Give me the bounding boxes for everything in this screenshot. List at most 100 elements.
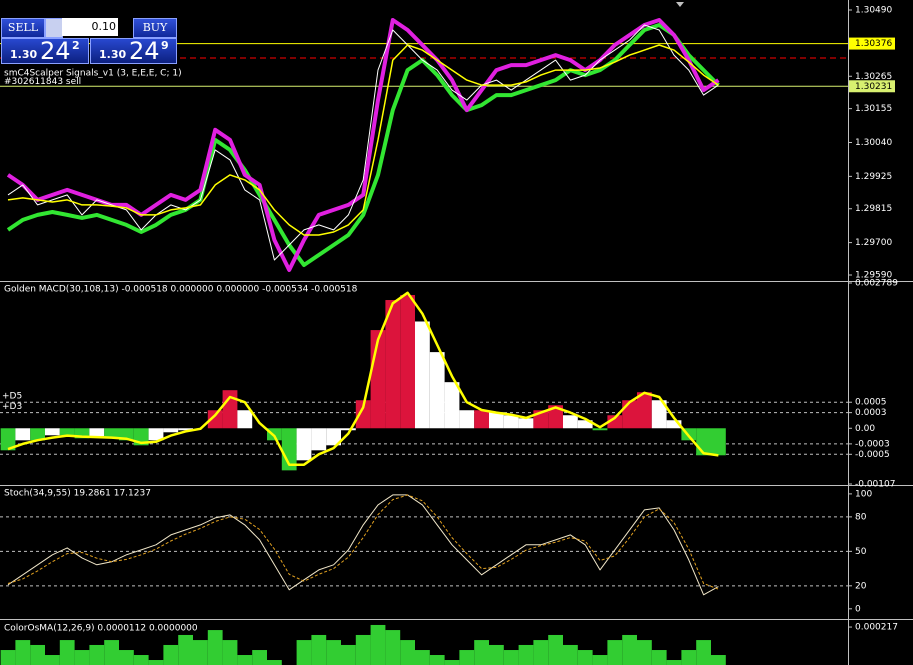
histogram-bar — [74, 650, 90, 665]
price-label: 1.30231 — [855, 82, 892, 92]
bid-big: 1.30 — [10, 48, 38, 61]
histogram-bar — [651, 400, 667, 429]
histogram-bar — [711, 655, 726, 665]
y-tick-label: 1.29590 — [855, 270, 892, 280]
level-label: +D5 — [2, 392, 22, 402]
histogram-bar — [607, 415, 623, 429]
histogram-bar — [548, 405, 563, 429]
histogram-bar — [89, 644, 105, 665]
histogram-bar — [311, 634, 327, 665]
bid-pips: 24 — [40, 37, 71, 65]
histogram-bar — [681, 650, 697, 665]
histogram-bar — [459, 410, 475, 429]
price-label-box — [849, 37, 895, 50]
y-tick-label: 1.29925 — [855, 172, 892, 182]
y-tick-label: 50 — [855, 547, 867, 557]
histogram-bar — [622, 634, 637, 665]
y-tick-label: 0.000217 — [855, 623, 898, 633]
level-label: +D3 — [2, 402, 22, 412]
histogram-bar — [148, 660, 164, 665]
histogram-bar — [163, 644, 179, 665]
sell-button[interactable]: SELL — [1, 18, 45, 38]
series-line — [7, 44, 719, 236]
histogram-bar — [296, 428, 312, 461]
histogram-bar — [400, 295, 415, 429]
histogram-bar — [355, 400, 371, 429]
y-tick-label: 0.002789 — [855, 279, 898, 289]
histogram-bar — [30, 428, 45, 441]
y-tick-label: 1.29815 — [855, 204, 892, 214]
histogram-bar — [563, 415, 578, 429]
histogram-bar — [592, 428, 608, 431]
histogram-bar — [59, 428, 75, 436]
lot-input[interactable]: 0.10 — [62, 18, 118, 36]
histogram-bar — [415, 650, 430, 665]
histogram-bar — [0, 428, 16, 451]
histogram-bar — [459, 650, 475, 665]
y-tick-label: 0 — [855, 604, 861, 614]
panel-title: Golden MACD(30,108,13) -0.000518 0.00000… — [4, 285, 358, 295]
series-line — [6, 23, 720, 267]
histogram-bar — [178, 428, 193, 431]
histogram-bar — [474, 410, 489, 429]
histogram-bar — [237, 410, 253, 429]
histogram-bar — [592, 655, 608, 665]
y-tick-label: 1.30040 — [855, 138, 892, 148]
ask-frac: 9 — [161, 39, 169, 52]
y-tick-label: -0.0003 — [855, 439, 890, 449]
shift-marker — [676, 2, 684, 7]
y-tick-label: 0.00 — [855, 424, 875, 434]
panel-title: smC4Scalper Signals_v1 (3, E,E,E, C; 1) — [4, 69, 182, 79]
histogram-bar — [30, 644, 45, 665]
histogram-bar — [207, 410, 223, 429]
y-tick-label: 1.30490 — [855, 6, 892, 16]
y-tick-label: -0.0005 — [855, 450, 890, 460]
histogram-bar — [518, 644, 534, 665]
y-tick-label: -0.00107 — [855, 480, 895, 490]
ask-quote[interactable]: 1.30 24 9 — [90, 37, 177, 65]
histogram-bar — [267, 660, 282, 665]
histogram-bar — [429, 655, 445, 665]
y-tick-label: 1.30155 — [855, 104, 892, 114]
histogram-bar — [311, 428, 327, 451]
y-tick-label: 20 — [855, 581, 867, 591]
y-tick-label: 1.30265 — [855, 72, 892, 82]
price-label: 1.30376 — [855, 39, 892, 49]
histogram-bar — [489, 412, 504, 429]
order-annotation: #302611843 sell — [4, 77, 81, 87]
histogram-bar — [296, 640, 312, 665]
histogram-bar — [444, 382, 460, 429]
lot-dropdown[interactable] — [45, 18, 63, 38]
histogram-bar — [133, 655, 149, 665]
histogram-bar — [651, 650, 667, 665]
histogram-bar — [489, 644, 504, 665]
histogram-bar — [119, 650, 134, 665]
histogram-bar — [45, 428, 60, 436]
histogram-bar — [252, 650, 267, 665]
histogram-bar — [178, 634, 193, 665]
histogram-bar — [370, 624, 386, 665]
panel-title: Stoch(34,9,55) 19.2861 17.1237 — [4, 489, 151, 499]
histogram-bar — [0, 650, 16, 665]
histogram-bar — [15, 428, 31, 441]
histogram-bar — [696, 640, 711, 665]
buy-button[interactable]: BUY — [133, 18, 177, 38]
bid-quote[interactable]: 1.30 24 2 — [1, 37, 89, 65]
histogram-bar — [341, 644, 356, 665]
histogram-bar — [622, 400, 637, 429]
histogram-bar — [444, 660, 460, 665]
histogram-bar — [637, 640, 652, 665]
ask-pips: 24 — [129, 37, 160, 65]
histogram-bar — [637, 392, 652, 429]
histogram-bar — [577, 650, 593, 665]
histogram-bar — [45, 655, 60, 665]
histogram-bar — [385, 630, 401, 665]
histogram-bar — [696, 428, 711, 456]
histogram-bar — [385, 300, 401, 429]
ask-big: 1.30 — [99, 48, 127, 61]
series-line — [7, 291, 719, 466]
y-tick-label: 0.0005 — [855, 398, 887, 408]
histogram-bar — [15, 640, 31, 665]
histogram-bar — [503, 415, 519, 429]
